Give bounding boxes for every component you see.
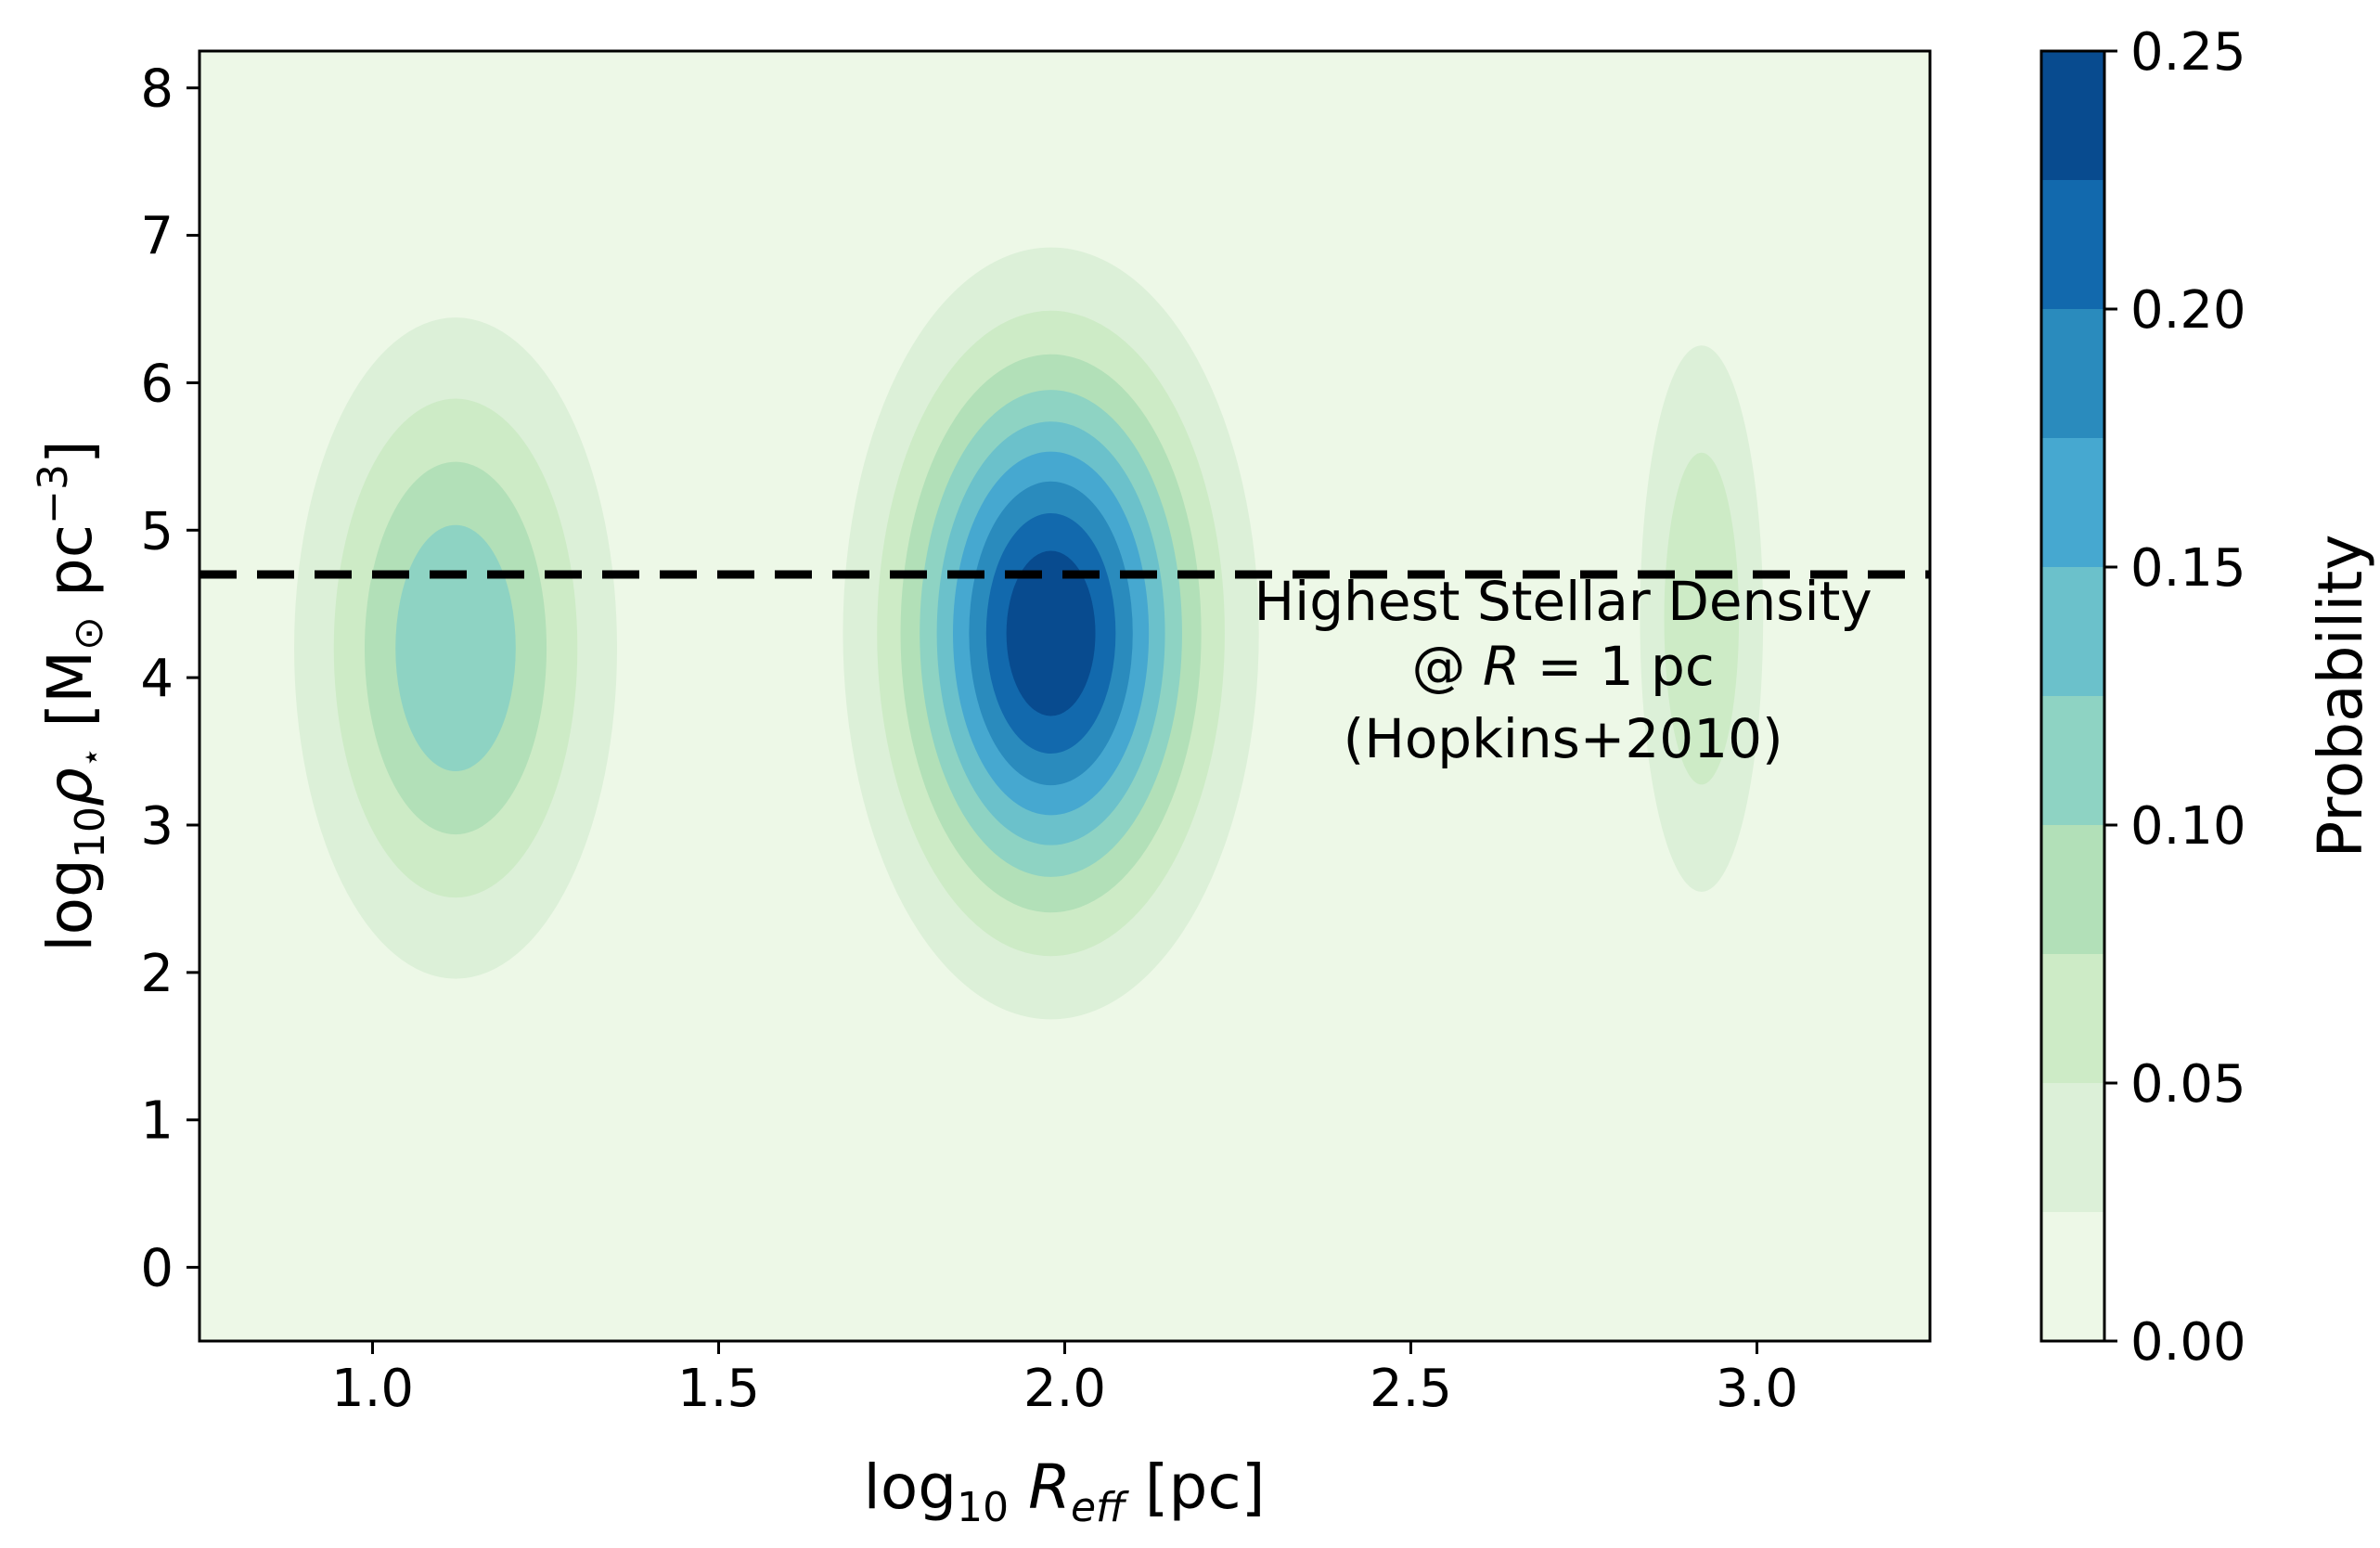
- colorbar-segment: [2041, 309, 2104, 438]
- x-axis-title: log10 Reff [pc]: [864, 1451, 1266, 1531]
- plot-area: [199, 51, 1930, 1341]
- colorbar-segment: [2041, 51, 2104, 180]
- blob-r3-level-2: [1664, 452, 1740, 785]
- y-tick-label: 1: [140, 1091, 174, 1152]
- x-tick-label: 2.0: [1023, 1359, 1106, 1419]
- x-axis: 1.0 1.5 2.0 2.5 3.0: [331, 1341, 1798, 1419]
- y-tick-label: 7: [140, 207, 174, 267]
- colorbar-tick-label: 0.15: [2130, 538, 2246, 599]
- annotation-line-1: Highest Stellar Density: [1254, 570, 1872, 633]
- y-tick-label: 8: [140, 59, 174, 120]
- colorbar-tick-label: 0.25: [2130, 22, 2246, 83]
- blob-r2-level-9: [1006, 550, 1096, 716]
- y-tick-label: 3: [140, 796, 174, 857]
- colorbar-segment: [2041, 825, 2104, 954]
- colorbar-segment: [2041, 567, 2104, 696]
- colorbar-tick-label: 0.10: [2130, 796, 2246, 857]
- colorbar-frame: [2039, 49, 2106, 1343]
- density-contours: [294, 247, 1764, 1020]
- colorbar: [2041, 51, 2104, 1341]
- x-tick-label: 3.0: [1716, 1359, 1798, 1419]
- y-axis-title: log10ρ⋆ [M⊙ pc−3]: [30, 440, 114, 951]
- y-tick-label: 5: [140, 501, 174, 561]
- colorbar-label: Probability: [2305, 535, 2376, 858]
- colorbar-segment: [2041, 180, 2104, 309]
- blob-r1-level-4: [395, 524, 516, 772]
- colorbar-ticks: 0.00 0.05 0.10 0.15 0.20 0.25: [2104, 22, 2246, 1373]
- annotation-line-2: @ R = 1 pc: [1411, 635, 1714, 698]
- y-axis: 0 1 2 3 4 5 6 7 8: [140, 59, 199, 1299]
- y-tick-label: 4: [140, 649, 174, 709]
- annotation-line-3: (Hopkins+2010): [1344, 707, 1783, 770]
- colorbar-segment: [2041, 696, 2104, 825]
- colorbar-segment: [2041, 1083, 2104, 1212]
- y-tick-label: 0: [140, 1239, 174, 1299]
- y-tick-label: 6: [140, 354, 174, 414]
- colorbar-tick-label: 0.05: [2130, 1054, 2246, 1115]
- annotation: Highest Stellar Density @ R = 1 pc (Hopk…: [1254, 570, 1872, 770]
- colorbar-segment: [2041, 1212, 2104, 1341]
- x-tick-label: 2.5: [1370, 1359, 1452, 1419]
- x-tick-label: 1.5: [677, 1359, 760, 1419]
- colorbar-tick-label: 0.00: [2130, 1312, 2246, 1373]
- colorbar-tick-label: 0.20: [2130, 280, 2246, 341]
- x-tick-label: 1.0: [331, 1359, 414, 1419]
- colorbar-segment: [2041, 438, 2104, 567]
- y-tick-label: 2: [140, 944, 174, 1004]
- colorbar-segment: [2041, 954, 2104, 1083]
